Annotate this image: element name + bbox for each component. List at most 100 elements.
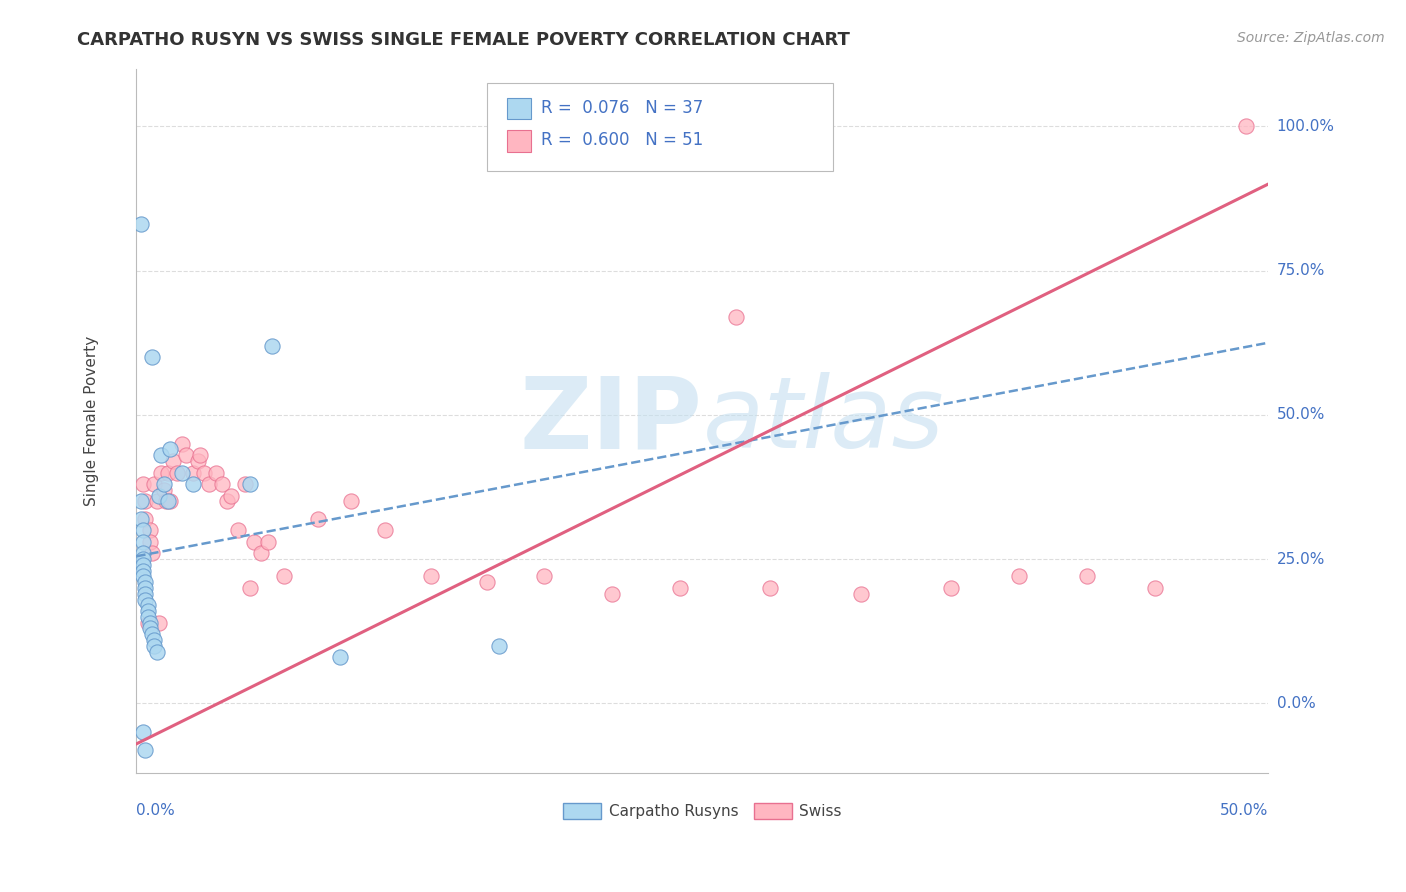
- Point: [152, 483, 174, 497]
- Point: [181, 466, 204, 480]
- Point: [150, 448, 173, 462]
- Point: [129, 512, 152, 526]
- Point: [174, 448, 197, 462]
- Point: [273, 569, 295, 583]
- Point: [132, 564, 155, 578]
- Point: [226, 524, 249, 538]
- Point: [141, 350, 163, 364]
- Point: [145, 494, 167, 508]
- Text: 50.0%: 50.0%: [1220, 804, 1268, 818]
- Point: [134, 512, 156, 526]
- Point: [307, 512, 329, 526]
- Point: [170, 436, 193, 450]
- Point: [533, 569, 555, 583]
- Text: 25.0%: 25.0%: [1277, 551, 1324, 566]
- Point: [136, 615, 159, 630]
- Point: [256, 534, 278, 549]
- Text: 0.0%: 0.0%: [1277, 696, 1316, 711]
- Text: ZIP: ZIP: [520, 372, 703, 469]
- Point: [159, 442, 181, 457]
- Point: [239, 581, 262, 595]
- Point: [143, 477, 166, 491]
- Point: [132, 725, 155, 739]
- Point: [134, 742, 156, 756]
- Point: [132, 552, 155, 566]
- Point: [157, 466, 180, 480]
- Text: atlas: atlas: [703, 372, 943, 469]
- Point: [132, 534, 155, 549]
- Point: [600, 587, 623, 601]
- Point: [759, 581, 782, 595]
- Text: Single Female Poverty: Single Female Poverty: [83, 335, 98, 506]
- Point: [849, 587, 872, 601]
- FancyBboxPatch shape: [506, 130, 531, 152]
- Point: [329, 650, 352, 665]
- Point: [193, 466, 215, 480]
- Text: 0.0%: 0.0%: [136, 804, 176, 818]
- Point: [139, 622, 162, 636]
- Legend: Carpatho Rusyns, Swiss: Carpatho Rusyns, Swiss: [557, 797, 848, 825]
- Point: [941, 581, 963, 595]
- Point: [139, 534, 162, 549]
- Point: [1144, 581, 1167, 595]
- Point: [132, 569, 155, 583]
- Point: [215, 494, 238, 508]
- Point: [132, 524, 155, 538]
- Text: 100.0%: 100.0%: [1277, 119, 1334, 134]
- Point: [129, 218, 152, 232]
- Point: [170, 466, 193, 480]
- Point: [166, 466, 188, 480]
- Point: [668, 581, 690, 595]
- Text: 50.0%: 50.0%: [1277, 408, 1324, 422]
- Point: [1234, 120, 1257, 134]
- Point: [134, 575, 156, 590]
- Point: [374, 524, 396, 538]
- Point: [488, 639, 510, 653]
- Point: [157, 494, 180, 508]
- FancyBboxPatch shape: [506, 98, 531, 120]
- Point: [148, 489, 170, 503]
- Point: [211, 477, 233, 491]
- Point: [136, 604, 159, 618]
- Point: [1076, 569, 1098, 583]
- Point: [134, 581, 156, 595]
- Point: [145, 644, 167, 658]
- Point: [152, 477, 174, 491]
- Point: [148, 615, 170, 630]
- Point: [134, 494, 156, 508]
- Point: [139, 615, 162, 630]
- Text: 75.0%: 75.0%: [1277, 263, 1324, 278]
- Point: [129, 494, 152, 508]
- Point: [419, 569, 441, 583]
- Point: [132, 546, 155, 560]
- Point: [150, 466, 173, 480]
- Point: [204, 466, 226, 480]
- Text: R =  0.600   N = 51: R = 0.600 N = 51: [540, 131, 703, 149]
- Point: [141, 627, 163, 641]
- Point: [143, 639, 166, 653]
- Point: [134, 592, 156, 607]
- Point: [188, 448, 211, 462]
- Point: [155, 494, 177, 508]
- Point: [159, 494, 181, 508]
- Point: [243, 534, 266, 549]
- Text: Source: ZipAtlas.com: Source: ZipAtlas.com: [1237, 31, 1385, 45]
- Point: [132, 558, 155, 572]
- Point: [725, 310, 748, 324]
- Point: [1008, 569, 1031, 583]
- Point: [250, 546, 273, 560]
- Point: [136, 599, 159, 613]
- Point: [477, 575, 499, 590]
- Point: [186, 454, 208, 468]
- Point: [136, 610, 159, 624]
- Text: R =  0.076   N = 37: R = 0.076 N = 37: [540, 99, 703, 117]
- Point: [132, 477, 155, 491]
- Point: [198, 477, 221, 491]
- Point: [143, 632, 166, 647]
- Point: [239, 477, 262, 491]
- Point: [262, 338, 284, 352]
- Point: [139, 524, 162, 538]
- Point: [134, 587, 156, 601]
- Point: [162, 454, 184, 468]
- Point: [141, 546, 163, 560]
